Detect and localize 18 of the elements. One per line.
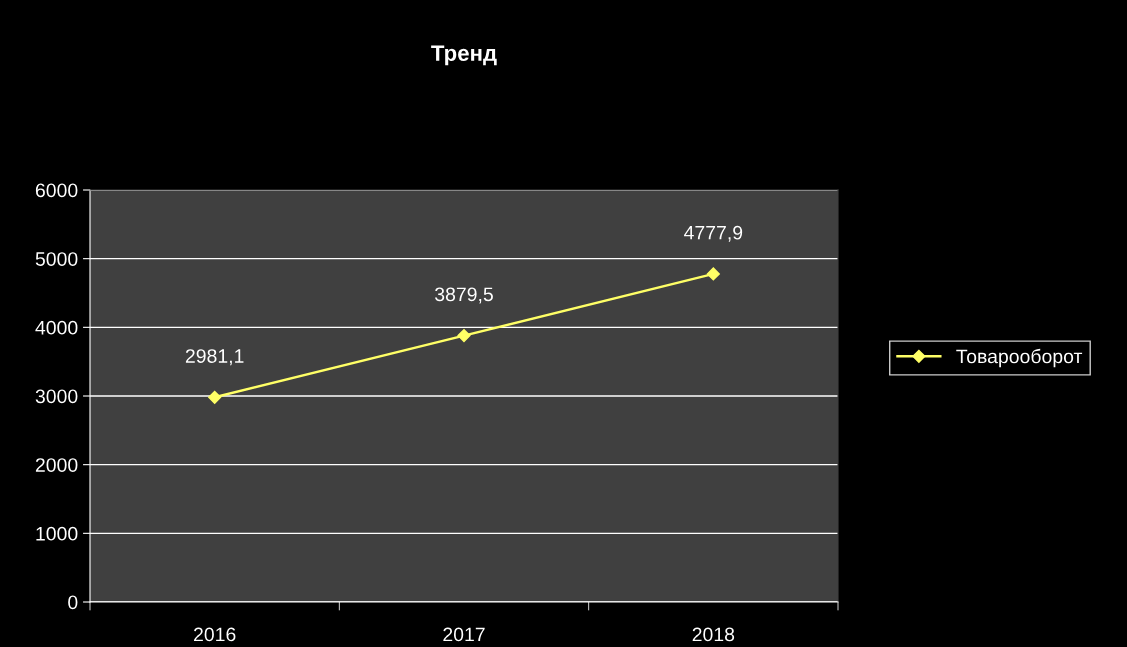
y-tick-label: 6000 <box>35 183 78 198</box>
data-label: 2981,1 <box>185 349 244 366</box>
chart-title: Тренд <box>431 45 497 66</box>
x-tick-label: 2018 <box>692 627 735 642</box>
y-tick-label: 3000 <box>35 389 78 404</box>
y-tick-label: 0 <box>68 595 78 610</box>
point <box>706 267 720 281</box>
y-tick-label: 4000 <box>35 320 78 335</box>
x-tick-label: 2016 <box>194 627 236 642</box>
point <box>208 390 222 404</box>
y-tick-label: 1000 <box>36 526 78 541</box>
data-label: 4777,9 <box>684 225 743 242</box>
y-tick-label: 5000 <box>35 252 78 266</box>
legend-label: Товарооборот <box>956 348 1083 368</box>
data-label: 3879,5 <box>435 287 493 304</box>
point <box>457 329 471 343</box>
y-tick-label: 2000 <box>35 458 78 472</box>
x-tick-label: 2017 <box>443 627 485 642</box>
